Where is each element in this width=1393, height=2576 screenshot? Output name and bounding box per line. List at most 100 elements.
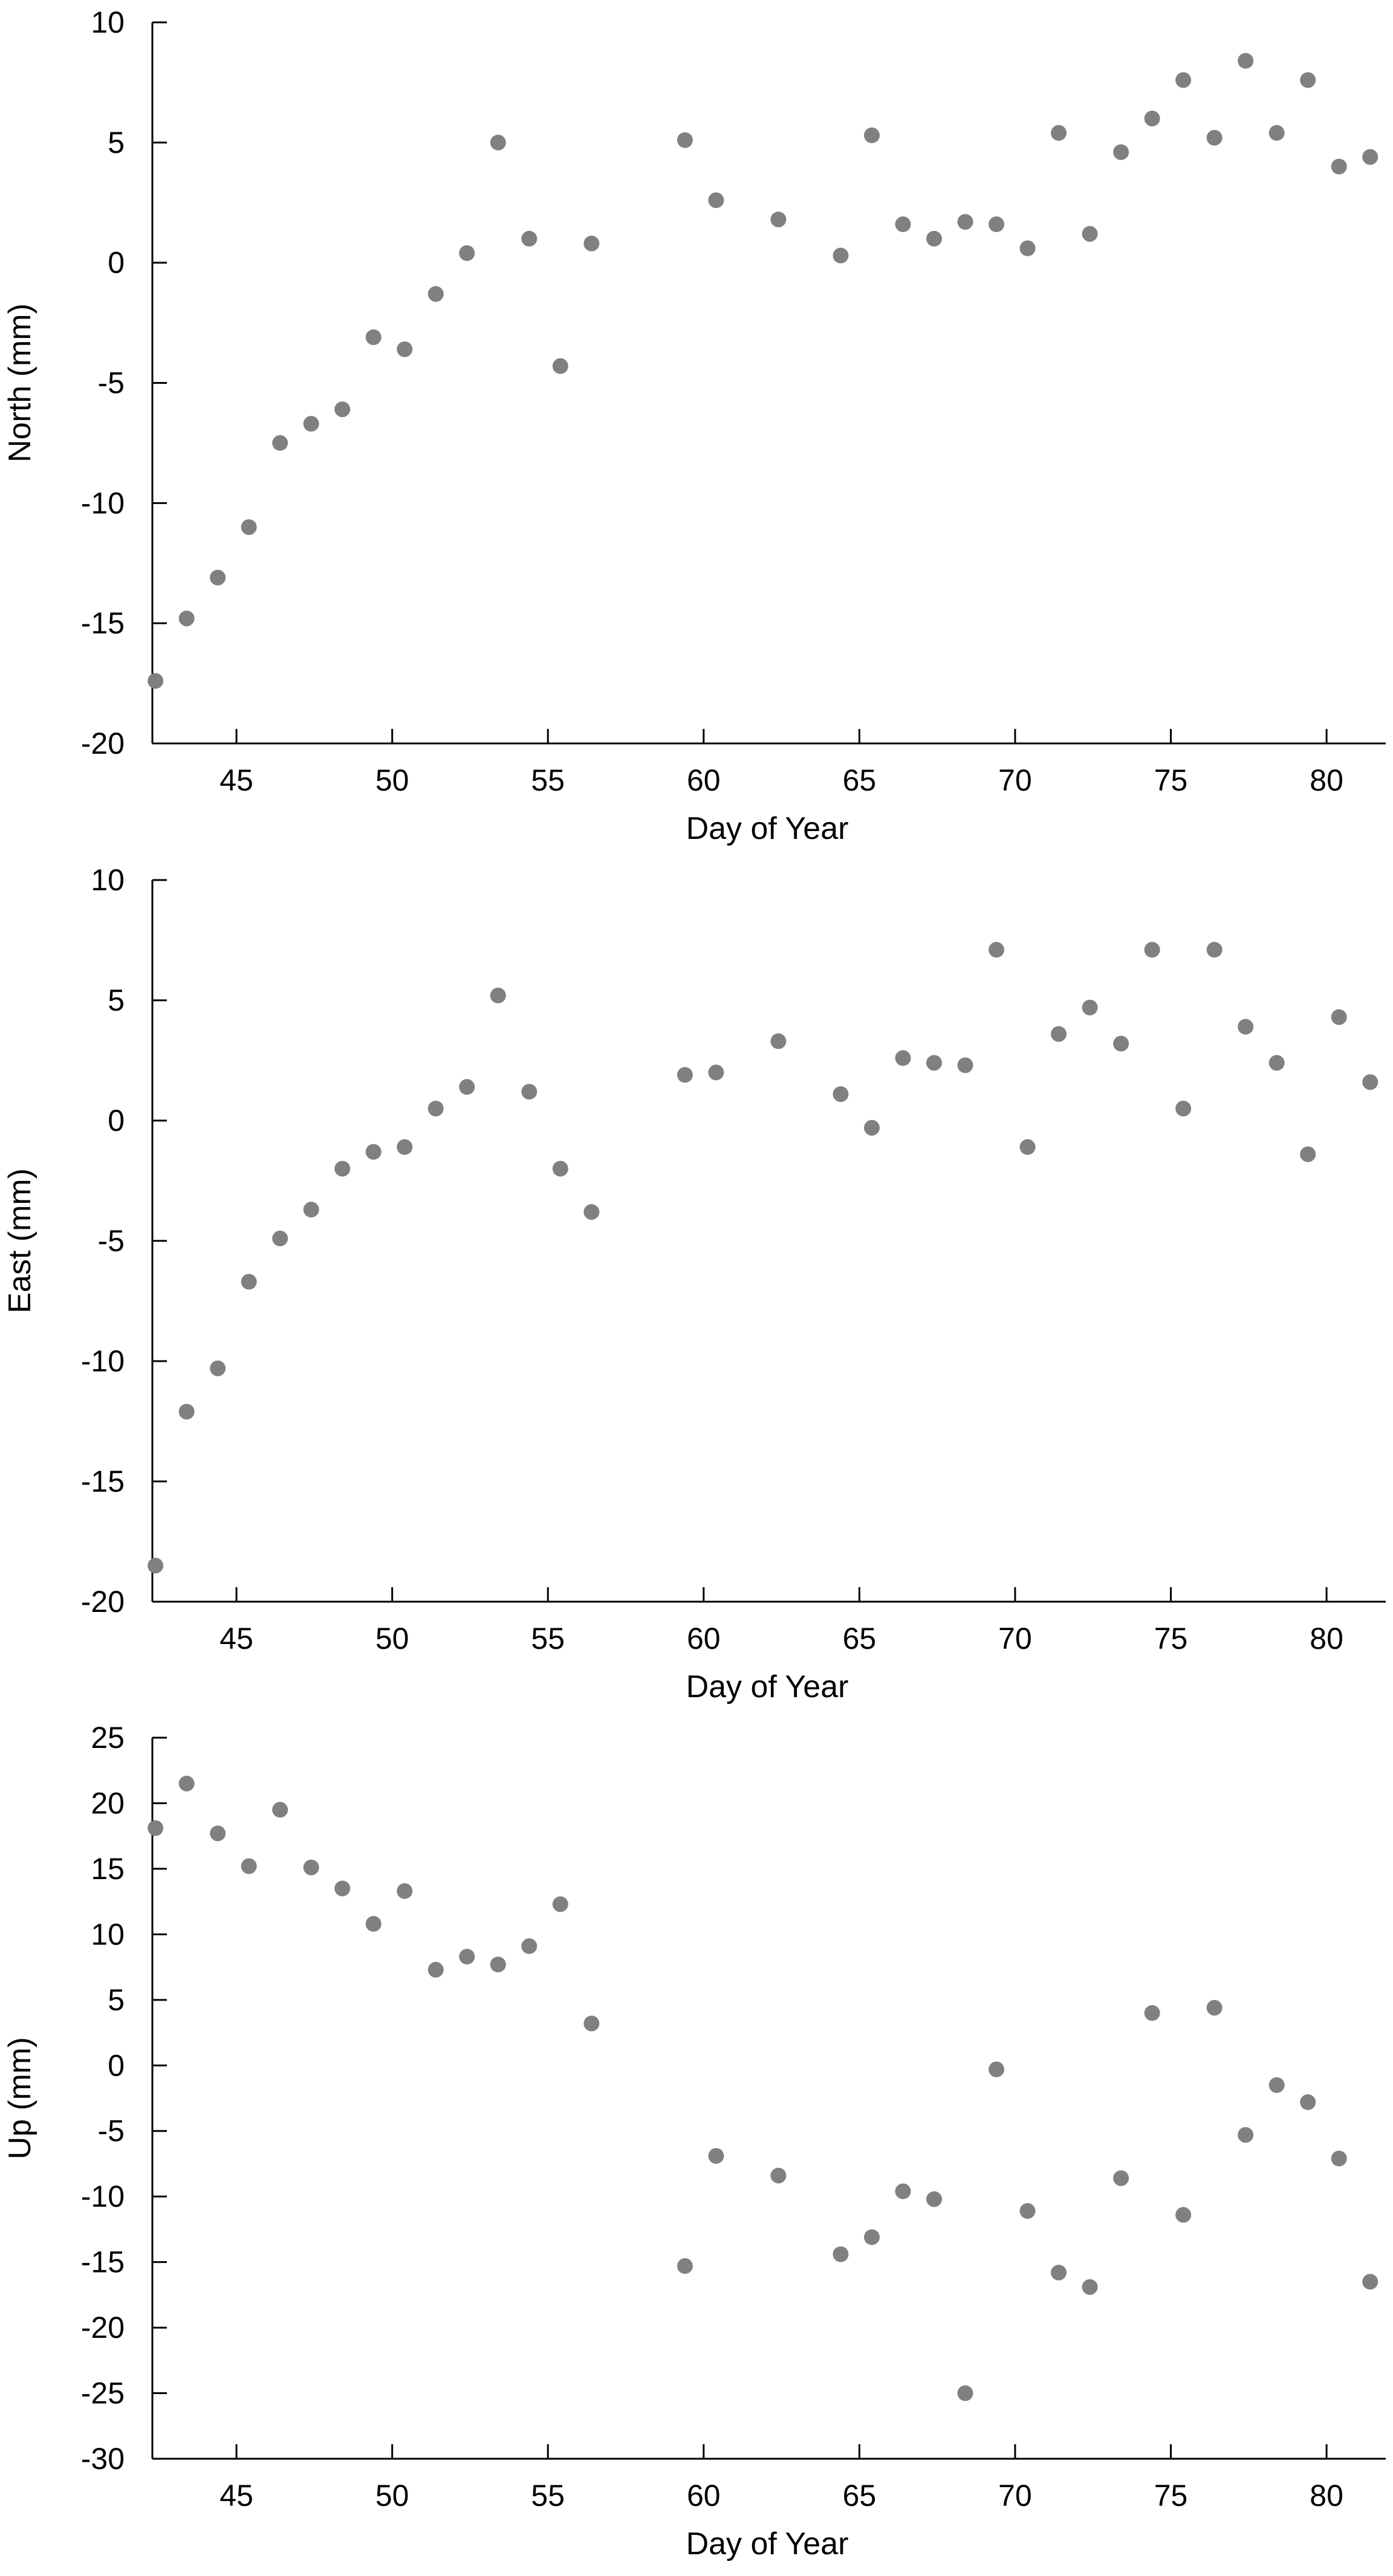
data-point xyxy=(895,2183,911,2199)
x-tick-label: 70 xyxy=(998,1622,1032,1655)
data-point xyxy=(521,1084,537,1100)
data-point xyxy=(490,134,506,150)
data-point xyxy=(1144,111,1160,127)
data-point xyxy=(241,1858,257,1874)
data-point xyxy=(334,401,351,418)
data-point xyxy=(1113,1035,1129,1052)
data-point xyxy=(1019,2203,1036,2219)
y-axis-label: East (mm) xyxy=(2,1168,37,1313)
data-point xyxy=(521,1938,537,1954)
data-point xyxy=(1051,125,1067,141)
data-point xyxy=(427,286,444,302)
x-tick-label: 45 xyxy=(219,763,253,797)
panel-1: -20 -15 -10 -5 0 5 10 45 50 55 60 65 70 75 80 Day of Ye… xyxy=(2,5,1386,846)
data-point xyxy=(552,1896,568,1912)
data-point xyxy=(1331,2150,1347,2167)
x-tick-label: 70 xyxy=(998,763,1032,797)
data-point xyxy=(1362,149,1378,165)
x-tick-label: 60 xyxy=(687,2479,721,2513)
y-tick-label: 15 xyxy=(91,1852,125,1886)
data-point xyxy=(1238,2127,1254,2143)
data-point xyxy=(1113,2170,1129,2186)
x-tick-label: 75 xyxy=(1154,763,1188,797)
data-point xyxy=(989,2061,1005,2077)
x-tick-label: 80 xyxy=(1310,2479,1343,2513)
y-tick-label: -5 xyxy=(98,2114,125,2148)
data-point xyxy=(521,230,537,247)
x-tick-label: 65 xyxy=(843,2479,877,2513)
data-point xyxy=(1051,2264,1067,2280)
data-point xyxy=(1051,1026,1067,1042)
data-point xyxy=(833,247,849,264)
data-point xyxy=(178,1403,195,1420)
data-point xyxy=(334,1880,351,1897)
data-point xyxy=(1238,1018,1254,1035)
data-point xyxy=(1300,2094,1316,2111)
y-tick-label: 25 xyxy=(91,1721,125,1755)
data-point xyxy=(490,988,506,1004)
data-point xyxy=(552,1160,568,1177)
data-point xyxy=(926,1055,943,1071)
y-tick-label: -30 xyxy=(81,2442,125,2476)
data-point xyxy=(459,1079,475,1095)
x-tick-label: 55 xyxy=(531,1622,565,1655)
data-point xyxy=(272,1231,288,1247)
data-point xyxy=(552,358,568,374)
data-point xyxy=(1175,2207,1192,2223)
data-point xyxy=(1238,53,1254,69)
data-point xyxy=(583,235,600,251)
x-tick-label: 65 xyxy=(843,763,877,797)
y-tick-label: -20 xyxy=(81,1585,125,1619)
y-tick-label: -15 xyxy=(81,1464,125,1498)
y-tick-label: -5 xyxy=(98,366,125,400)
y-tick-label: -20 xyxy=(81,2311,125,2345)
y-tick-label: -5 xyxy=(98,1224,125,1258)
data-point xyxy=(148,1820,164,1836)
data-point xyxy=(1082,999,1098,1015)
x-axis-label: Day of Year xyxy=(686,811,849,846)
data-point xyxy=(677,132,693,148)
data-point xyxy=(1175,72,1192,88)
data-point xyxy=(1300,1146,1316,1162)
data-point xyxy=(303,1859,319,1875)
data-point xyxy=(957,1057,973,1073)
y-tick-label: 20 xyxy=(91,1786,125,1820)
data-point xyxy=(178,1775,195,1791)
data-point xyxy=(1362,2274,1378,2290)
data-point xyxy=(1019,1139,1036,1155)
data-point xyxy=(303,416,319,432)
data-point xyxy=(365,329,382,345)
x-tick-label: 75 xyxy=(1154,2479,1188,2513)
data-point xyxy=(1300,72,1316,88)
data-point xyxy=(397,341,413,357)
x-tick-label: 80 xyxy=(1310,763,1343,797)
data-point xyxy=(957,2385,973,2401)
data-point xyxy=(1113,144,1129,160)
y-axis-label: Up (mm) xyxy=(2,2037,37,2159)
y-tick-label: 10 xyxy=(91,5,125,39)
data-point xyxy=(334,1160,351,1177)
data-point xyxy=(303,1202,319,1218)
data-point xyxy=(833,1086,849,1102)
data-point xyxy=(427,1101,444,1117)
panel-2: -20 -15 -10 -5 0 5 10 45 50 55 60 65 70 75 80 Day of Ye… xyxy=(2,863,1386,1704)
data-point xyxy=(241,519,257,536)
data-point xyxy=(708,2147,724,2164)
data-point xyxy=(272,1802,288,1818)
data-point xyxy=(770,212,787,228)
data-point xyxy=(1019,240,1036,256)
data-point xyxy=(459,1949,475,1965)
x-tick-label: 75 xyxy=(1154,1622,1188,1655)
data-point xyxy=(895,1050,911,1066)
y-tick-label: 0 xyxy=(108,1104,125,1138)
x-tick-label: 80 xyxy=(1310,1622,1343,1655)
x-tick-label: 70 xyxy=(998,2479,1032,2513)
data-point xyxy=(1175,1101,1192,1117)
data-point xyxy=(895,216,911,233)
data-point xyxy=(583,1204,600,1220)
x-tick-label: 55 xyxy=(531,2479,565,2513)
data-point xyxy=(926,2191,943,2207)
y-tick-label: -15 xyxy=(81,2245,125,2279)
y-tick-label: 5 xyxy=(108,126,125,160)
